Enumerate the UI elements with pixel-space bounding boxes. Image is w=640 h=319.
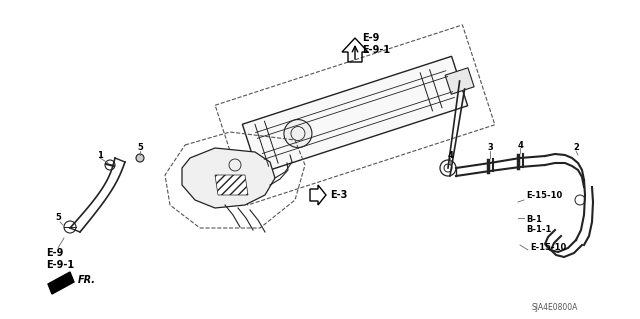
Text: 4: 4 (447, 151, 453, 160)
Polygon shape (243, 56, 468, 174)
Text: E-9
E-9-1: E-9 E-9-1 (362, 33, 390, 55)
Text: 3: 3 (487, 144, 493, 152)
Text: 5: 5 (55, 213, 61, 222)
Text: 5: 5 (137, 144, 143, 152)
Text: E-3: E-3 (330, 190, 348, 200)
Text: B-1
B-1-1: B-1 B-1-1 (526, 215, 552, 234)
Polygon shape (445, 68, 474, 94)
Circle shape (284, 120, 312, 148)
Text: 4: 4 (517, 140, 523, 150)
Text: SJA4E0800A: SJA4E0800A (532, 303, 578, 313)
Text: E-9
E-9-1: E-9 E-9-1 (46, 248, 74, 271)
Polygon shape (182, 148, 275, 208)
Text: 2: 2 (573, 144, 579, 152)
Circle shape (136, 154, 144, 162)
Polygon shape (48, 272, 74, 294)
Polygon shape (215, 175, 248, 195)
Text: 1: 1 (97, 151, 103, 160)
Text: E-15-10: E-15-10 (530, 243, 566, 253)
Text: FR.: FR. (78, 275, 96, 285)
Text: E-15-10: E-15-10 (526, 190, 563, 199)
